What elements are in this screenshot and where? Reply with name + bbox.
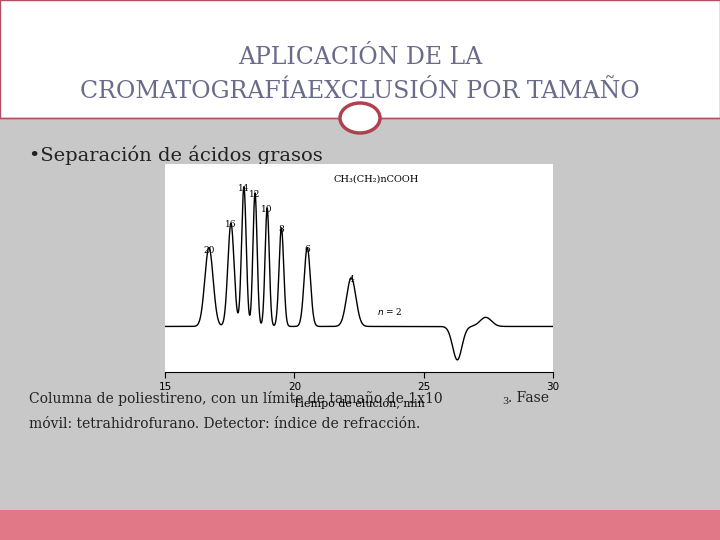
Text: . Fase: . Fase <box>508 392 549 406</box>
Text: CH₃(CH₂)nCOOH: CH₃(CH₂)nCOOH <box>333 174 418 184</box>
Text: 16: 16 <box>225 220 237 230</box>
Bar <box>0 510 720 540</box>
Text: 14: 14 <box>238 184 250 193</box>
Text: móvil: tetrahidrofurano. Detector: índice de refracción.: móvil: tetrahidrofurano. Detector: índic… <box>29 417 420 431</box>
Text: $n$ = 2: $n$ = 2 <box>377 306 402 317</box>
Circle shape <box>340 103 380 133</box>
Bar <box>0 0 720 118</box>
Text: 6: 6 <box>305 245 310 254</box>
Text: Columna de poliestireno, con un límite de tamaño de 1x10: Columna de poliestireno, con un límite d… <box>29 392 442 407</box>
Text: 10: 10 <box>261 205 273 214</box>
Text: •Separación de ácidos grasos: •Separación de ácidos grasos <box>29 145 323 165</box>
Bar <box>0 0 720 118</box>
Text: CROMATOGRAFÍAEXCLUSIÓN POR TAMAÑO: CROMATOGRAFÍAEXCLUSIÓN POR TAMAÑO <box>80 80 640 103</box>
Text: 4: 4 <box>348 275 354 284</box>
Text: APLICACIÓN DE LA: APLICACIÓN DE LA <box>238 46 482 69</box>
X-axis label: Tiempo de elución, min: Tiempo de elución, min <box>293 398 425 409</box>
Text: 12: 12 <box>249 190 261 199</box>
Text: 20: 20 <box>203 246 215 255</box>
Text: 3: 3 <box>502 397 508 406</box>
Text: 8: 8 <box>279 225 284 234</box>
